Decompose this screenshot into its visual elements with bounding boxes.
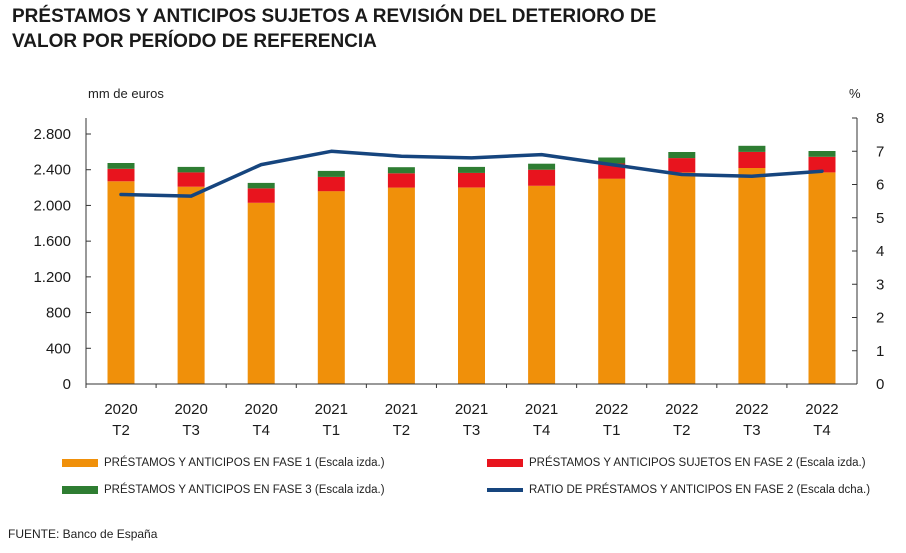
bar-segment-fase3-7: [598, 157, 626, 164]
bar-segment-fase3-9: [738, 145, 766, 152]
right-tick-label: 6: [876, 177, 884, 194]
x-label-period: T1: [603, 422, 621, 439]
x-label-year: 2020: [104, 401, 137, 418]
source-note: FUENTE: Banco de España: [8, 527, 158, 541]
bar-segment-fase1-0: [107, 181, 135, 384]
x-label-period: T3: [743, 422, 761, 439]
bar-segment-fase3-0: [107, 163, 135, 169]
ratio-line: [119, 149, 824, 198]
legend-label-fase3: PRÉSTAMOS Y ANTICIPOS EN FASE 3 (Escala …: [104, 484, 385, 496]
legend-item-fase1: PRÉSTAMOS Y ANTICIPOS EN FASE 1 (Escala …: [62, 457, 385, 469]
bar-segment-fase1-2: [247, 202, 275, 385]
right-tick-label: 3: [876, 276, 884, 293]
x-label-period: T4: [533, 422, 551, 439]
bar-segment-fase2-0: [107, 168, 135, 182]
right-tick-label: 0: [876, 376, 884, 393]
left-tick-label: 400: [46, 340, 71, 357]
right-tick-label: 4: [876, 243, 884, 260]
x-label-year: 2022: [595, 401, 628, 418]
bar-segment-fase1-1: [177, 186, 205, 384]
bar-segment-fase1-7: [598, 178, 626, 384]
x-label-year: 2020: [174, 401, 207, 418]
bar-segment-fase2-3: [317, 176, 345, 192]
bar-segment-fase3-8: [668, 152, 696, 159]
x-label-period: T2: [393, 422, 411, 439]
x-label-year: 2021: [525, 401, 558, 418]
x-label-year: 2021: [385, 401, 418, 418]
x-label-period: T3: [182, 422, 200, 439]
bar-segment-fase3-6: [528, 163, 556, 170]
legend-item-fase3: PRÉSTAMOS Y ANTICIPOS EN FASE 3 (Escala …: [62, 484, 385, 496]
legend-label-ratio: RATIO DE PRÉSTAMOS Y ANTICIPOS EN FASE 2…: [529, 484, 871, 496]
x-label-period: T4: [252, 422, 270, 439]
legend-item-fase2: PRÉSTAMOS Y ANTICIPOS SUJETOS EN FASE 2 …: [487, 457, 866, 469]
legend-item-ratio: RATIO DE PRÉSTAMOS Y ANTICIPOS EN FASE 2…: [487, 484, 870, 496]
x-label-year: 2021: [455, 401, 488, 418]
bar-segment-fase1-3: [317, 191, 345, 384]
right-axis-unit: %: [849, 86, 861, 101]
bar-segment-fase3-10: [808, 151, 836, 157]
left-tick-label: 2.400: [33, 162, 71, 179]
x-label-year: 2020: [245, 401, 278, 418]
bar-segment-fase2-6: [528, 169, 556, 186]
x-label-period: T1: [323, 422, 341, 439]
bar-segment-fase2-9: [738, 151, 766, 168]
bar-segment-fase1-4: [387, 187, 415, 384]
bar-segment-fase3-4: [387, 167, 415, 174]
bar-segment-fase2-4: [387, 173, 415, 188]
bar-segment-fase3-5: [458, 166, 485, 173]
bar-segment-fase3-3: [317, 170, 345, 177]
bar-segment-fase2-8: [668, 158, 696, 173]
bar-segment-fase2-5: [458, 172, 485, 188]
legend-label-fase1: PRÉSTAMOS Y ANTICIPOS EN FASE 1 (Escala …: [104, 457, 385, 469]
bar-segment-fase1-9: [738, 167, 766, 384]
left-tick-label: 0: [63, 376, 71, 393]
x-label-year: 2022: [805, 401, 838, 418]
bar-segment-fase1-10: [808, 172, 836, 384]
x-label-year: 2022: [735, 401, 768, 418]
x-label-year: 2022: [665, 401, 698, 418]
chart-title-line-1: PRÉSTAMOS Y ANTICIPOS SUJETOS A REVISIÓN…: [12, 6, 657, 27]
chart-title: PRÉSTAMOS Y ANTICIPOS SUJETOS A REVISIÓN…: [12, 4, 892, 54]
left-tick-label: 2.000: [33, 197, 71, 214]
legend-swatch-fase2: [487, 459, 523, 467]
bar-segment-fase2-1: [177, 172, 205, 187]
right-tick-label: 8: [876, 110, 884, 127]
x-label-year: 2021: [315, 401, 348, 418]
right-tick-label: 5: [876, 210, 884, 227]
right-tick-label: 7: [876, 143, 884, 160]
bar-segment-fase3-1: [177, 166, 205, 173]
bar-segment-fase1-8: [668, 172, 696, 384]
chart-title-line-2: VALOR POR PERÍODO DE REFERENCIA: [12, 31, 377, 52]
bar-segment-fase2-2: [247, 188, 275, 203]
right-tick-label: 2: [876, 310, 884, 327]
right-tick-label: 1: [876, 343, 884, 360]
left-tick-label: 800: [46, 305, 71, 322]
left-tick-label: 1.600: [33, 233, 71, 250]
x-label-period: T2: [112, 422, 130, 439]
x-label-period: T2: [673, 422, 691, 439]
left-tick-label: 2.800: [33, 126, 71, 143]
legend-label-fase2: PRÉSTAMOS Y ANTICIPOS SUJETOS EN FASE 2 …: [529, 457, 866, 469]
left-tick-label: 1.200: [33, 269, 71, 286]
x-label-period: T4: [813, 422, 831, 439]
left-axis-unit: mm de euros: [88, 86, 164, 101]
bar-segment-fase1-6: [528, 185, 556, 384]
legend-swatch-fase1: [62, 459, 98, 467]
bar-segment-fase1-5: [458, 187, 485, 384]
legend-swatch-ratio: [487, 488, 523, 492]
legend-swatch-fase3: [62, 486, 98, 494]
bar-segment-fase2-10: [808, 156, 836, 173]
bar-segment-fase3-2: [247, 182, 275, 189]
x-label-period: T3: [463, 422, 481, 439]
chart-area: mm de euros % 0 400 800 1.200 1.600 2.000 2.40…: [33, 86, 884, 439]
